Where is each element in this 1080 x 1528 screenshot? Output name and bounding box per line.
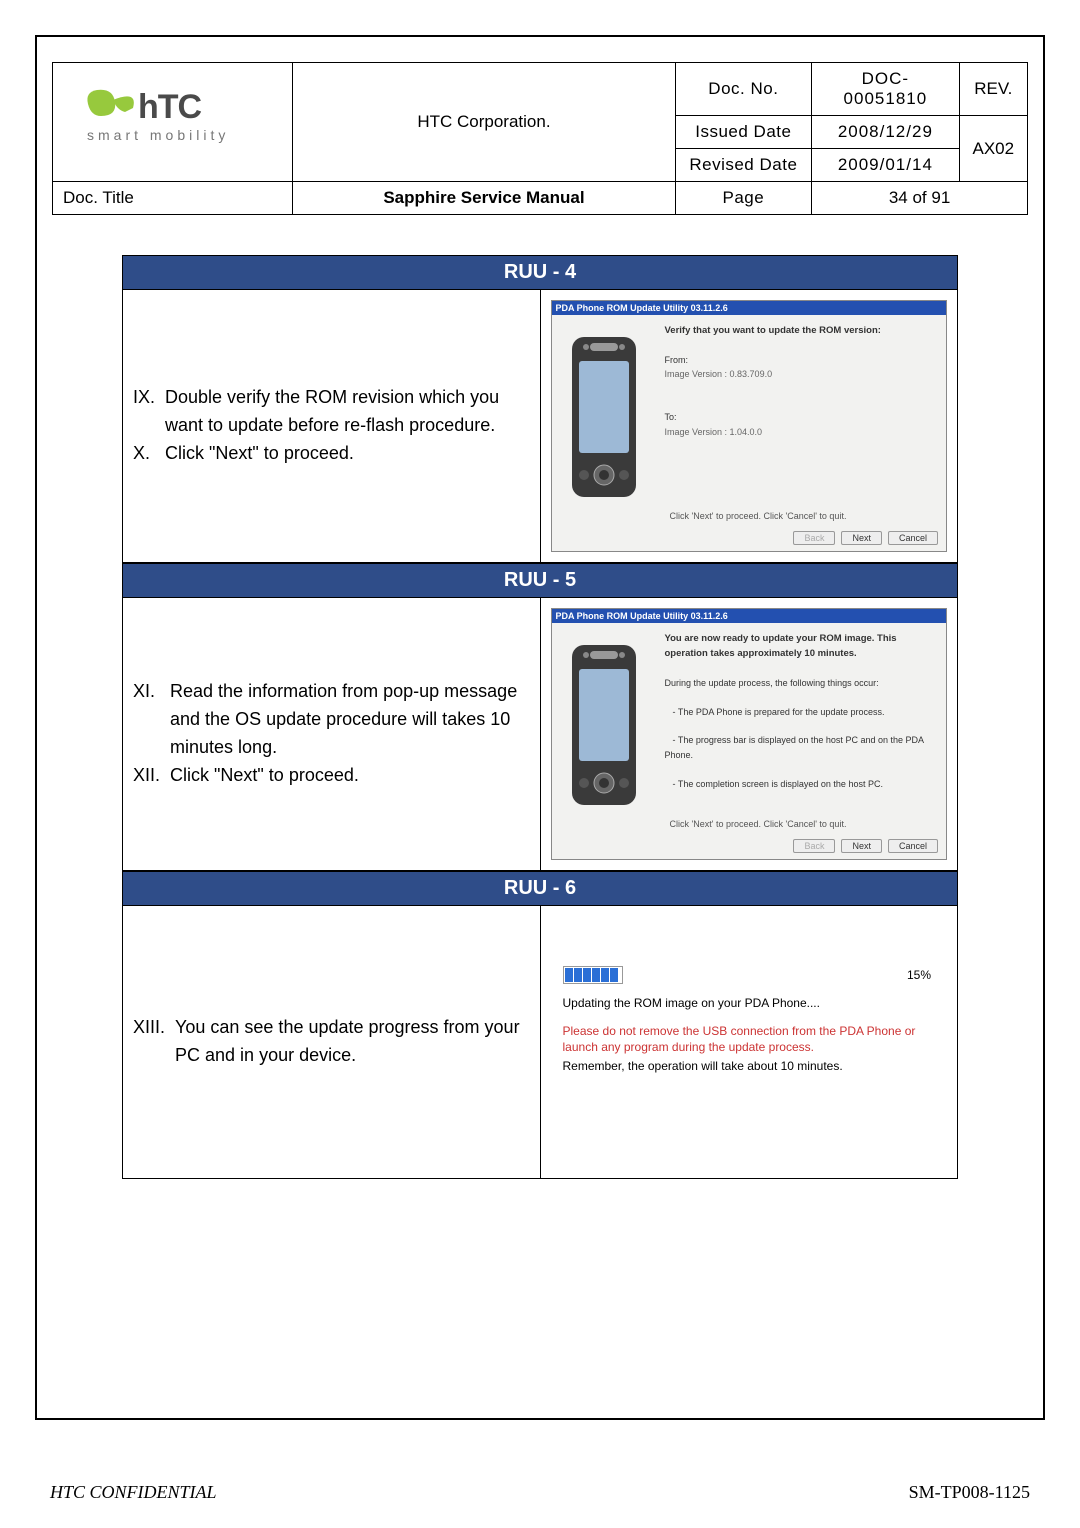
bullet: The progress bar is displayed on the hos…: [665, 735, 924, 759]
progress-warning: Please do not remove the USB connection …: [563, 1024, 936, 1055]
page-frame: hTC smart mobility HTC Corporation. Doc.…: [35, 35, 1045, 1420]
header-table: hTC smart mobility HTC Corporation. Doc.…: [52, 62, 1028, 215]
doc-no-label: Doc. No.: [675, 63, 812, 116]
company-name: HTC Corporation.: [293, 63, 675, 182]
back-button[interactable]: Back: [793, 839, 835, 853]
ruu6-text: XIII. You can see the update progress fr…: [123, 906, 541, 1179]
rev-label: REV.: [959, 63, 1027, 116]
wizard-foot: Click 'Next' to proceed. Click 'Cancel' …: [670, 511, 847, 521]
bullet: The PDA Phone is prepared for the update…: [678, 707, 885, 717]
step-text: You can see the update progress from you…: [175, 1014, 529, 1070]
step-text: Double verify the ROM revision which you…: [165, 384, 529, 440]
ruu4-screenshot: PDA Phone ROM Update Utility 03.11.2.6: [540, 290, 958, 563]
progress-panel: 15% Updating the ROM image on your PDA P…: [551, 916, 948, 1168]
ruu5-text: XI. Read the information from pop-up mes…: [123, 598, 541, 871]
bullet: The completion screen is displayed on th…: [678, 779, 883, 789]
doc-title-label: Doc. Title: [53, 182, 293, 215]
cancel-button[interactable]: Cancel: [888, 531, 938, 545]
page-value: 34 of 91: [812, 182, 1028, 215]
wizard-heading: Verify that you want to update the ROM v…: [665, 325, 881, 336]
back-button[interactable]: Back: [793, 531, 835, 545]
from-value: Image Version : 0.83.709.0: [665, 369, 773, 379]
wizard-title: PDA Phone ROM Update Utility 03.11.2.6: [552, 301, 947, 315]
svg-text:smart mobility: smart mobility: [87, 127, 229, 143]
progress-percent: 15%: [907, 968, 931, 982]
step-num: XI.: [133, 678, 170, 762]
ruu6-table: RUU - 6 XIII. You can see the update pro…: [122, 871, 958, 1179]
step-num: XII.: [133, 762, 170, 790]
doc-no-value: DOC-00051810: [812, 63, 959, 116]
doc-ref: SM-TP008-1125: [909, 1482, 1030, 1503]
svg-text:hTC: hTC: [138, 88, 202, 126]
to-label: To:: [665, 412, 677, 422]
logo-cell: hTC smart mobility: [53, 63, 293, 182]
htc-logo-icon: hTC smart mobility: [83, 82, 263, 157]
progress-note: Remember, the operation will take about …: [563, 1059, 936, 1073]
doc-title-value: Sapphire Service Manual: [293, 182, 675, 215]
page-footer: HTC CONFIDENTIAL SM-TP008-1125: [50, 1482, 1030, 1503]
wizard-window: PDA Phone ROM Update Utility 03.11.2.6: [551, 300, 948, 552]
ruu5-header: RUU - 5: [123, 564, 958, 598]
from-label: From:: [665, 355, 689, 365]
pda-phone-icon: [564, 335, 644, 500]
wizard-title: PDA Phone ROM Update Utility 03.11.2.6: [552, 609, 947, 623]
next-button[interactable]: Next: [841, 839, 882, 853]
ruu4-text: IX. Double verify the ROM revision which…: [123, 290, 541, 563]
issued-date-value: 2008/12/29: [812, 116, 959, 149]
step-num: XIII.: [133, 1014, 175, 1070]
next-button[interactable]: Next: [841, 531, 882, 545]
page-label: Page: [675, 182, 812, 215]
step-text: Click "Next" to proceed.: [165, 440, 529, 468]
revised-date-value: 2009/01/14: [812, 149, 959, 182]
ruu6-screenshot: 15% Updating the ROM image on your PDA P…: [540, 906, 958, 1179]
ruu5-screenshot: PDA Phone ROM Update Utility 03.11.2.6: [540, 598, 958, 871]
wizard-heading: You are now ready to update your ROM ima…: [665, 633, 897, 659]
step-text: Read the information from pop-up message…: [170, 678, 529, 762]
ruu5-table: RUU - 5 XI. Read the information from po…: [122, 563, 958, 871]
pda-phone-icon: [564, 643, 644, 808]
step-num: X.: [133, 440, 165, 468]
ruu4-header: RUU - 4: [123, 256, 958, 290]
rev-value: AX02: [959, 116, 1027, 182]
to-value: Image Version : 1.04.0.0: [665, 427, 763, 437]
wizard-sub: During the update process, the following…: [665, 678, 879, 688]
progress-bar: [563, 966, 623, 984]
progress-status: Updating the ROM image on your PDA Phone…: [563, 996, 936, 1010]
step-text: Click "Next" to proceed.: [170, 762, 529, 790]
wizard-foot: Click 'Next' to proceed. Click 'Cancel' …: [670, 819, 847, 829]
step-num: IX.: [133, 384, 165, 440]
cancel-button[interactable]: Cancel: [888, 839, 938, 853]
confidential-label: HTC CONFIDENTIAL: [50, 1482, 217, 1503]
ruu4-table: RUU - 4 IX. Double verify the ROM revisi…: [122, 255, 958, 563]
issued-date-label: Issued Date: [675, 116, 812, 149]
revised-date-label: Revised Date: [675, 149, 812, 182]
wizard-window: PDA Phone ROM Update Utility 03.11.2.6: [551, 608, 948, 860]
body-area: RUU - 4 IX. Double verify the ROM revisi…: [52, 215, 1028, 1189]
ruu6-header: RUU - 6: [123, 872, 958, 906]
